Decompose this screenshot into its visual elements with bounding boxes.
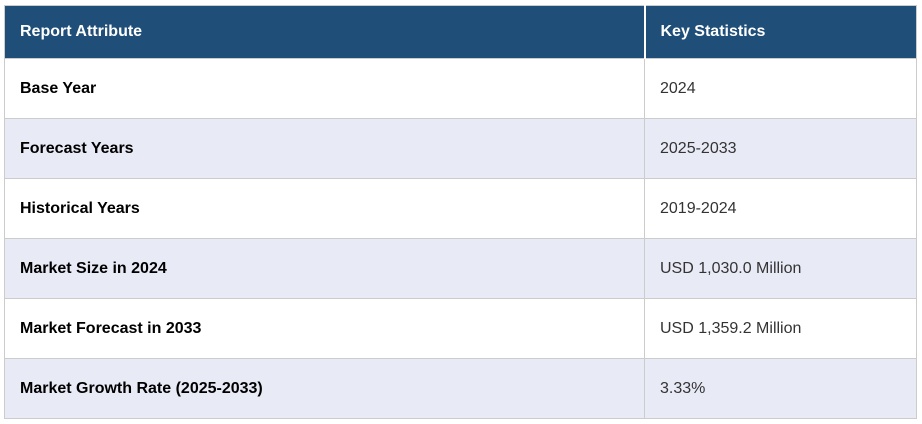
table-header-row: Report Attribute Key Statistics — [4, 5, 917, 59]
value-market-forecast-2033: USD 1,359.2 Million — [644, 298, 917, 359]
attribute-historical-years: Historical Years — [4, 178, 645, 239]
table-row: Forecast Years 2025-2033 — [4, 118, 917, 179]
table-row: Market Size in 2024 USD 1,030.0 Million — [4, 238, 917, 299]
table-row: Market Growth Rate (2025-2033) 3.33% — [4, 358, 917, 419]
column-header-key-statistics: Key Statistics — [644, 5, 917, 59]
value-base-year: 2024 — [644, 58, 917, 119]
attribute-forecast-years: Forecast Years — [4, 118, 645, 179]
table-row: Base Year 2024 — [4, 58, 917, 119]
value-market-size-2024: USD 1,030.0 Million — [644, 238, 917, 299]
key-statistics-table: Report Attribute Key Statistics Base Yea… — [4, 5, 917, 419]
table-row: Market Forecast in 2033 USD 1,359.2 Mill… — [4, 298, 917, 359]
value-market-growth-rate: 3.33% — [644, 358, 917, 419]
table-row: Historical Years 2019-2024 — [4, 178, 917, 239]
attribute-market-size-2024: Market Size in 2024 — [4, 238, 645, 299]
value-historical-years: 2019-2024 — [644, 178, 917, 239]
table-body: Base Year 2024 Forecast Years 2025-2033 … — [4, 58, 917, 419]
attribute-market-growth-rate: Market Growth Rate (2025-2033) — [4, 358, 645, 419]
attribute-market-forecast-2033: Market Forecast in 2033 — [4, 298, 645, 359]
column-header-report-attribute: Report Attribute — [4, 5, 646, 59]
value-forecast-years: 2025-2033 — [644, 118, 917, 179]
attribute-base-year: Base Year — [4, 58, 645, 119]
